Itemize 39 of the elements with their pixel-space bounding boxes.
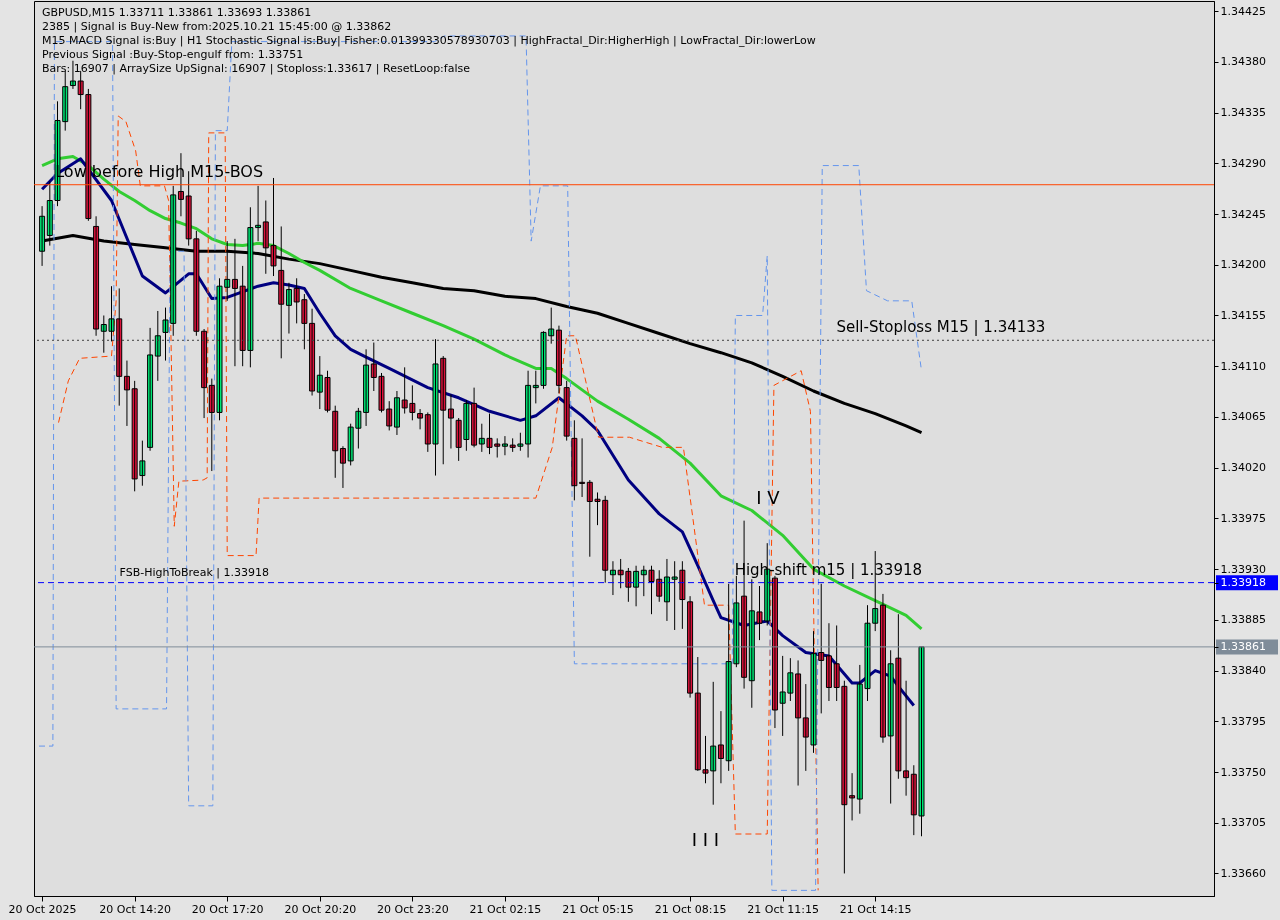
y-tick-label: 1.33750	[1220, 765, 1266, 779]
x-tick-label: 20 Oct 17:20	[191, 902, 264, 916]
x-tick-label: 21 Oct 02:15	[469, 902, 542, 916]
y-tick-label: 1.33660	[1220, 866, 1266, 880]
y-tick-label: 1.34110	[1220, 359, 1266, 373]
y-tick-label: 1.34020	[1220, 461, 1266, 475]
ref-line-label: FSB-HighToBreak | 1.33918	[119, 565, 269, 579]
y-tick-label: 1.34200	[1220, 258, 1266, 272]
y-tick-label: 1.34335	[1220, 106, 1266, 120]
ref-line-label: Sell-Stoploss M15 | 1.34133	[836, 318, 1046, 337]
y-tick-label: 1.33840	[1220, 664, 1266, 678]
x-tick-label: 20 Oct 23:20	[377, 902, 449, 916]
x-tick-label: 20 Oct 2025	[8, 902, 77, 916]
annotation: I V	[756, 487, 781, 508]
y-tick-label: 1.33861	[1220, 640, 1266, 654]
x-tick-label: 21 Oct 11:15	[747, 902, 820, 916]
x-tick-label: 21 Oct 05:15	[562, 902, 634, 916]
x-tick-label: 21 Oct 08:15	[654, 902, 727, 916]
y-tick-label: 1.33975	[1220, 511, 1266, 525]
y-tick-label: 1.34065	[1220, 410, 1266, 424]
x-tick-label: 21 Oct 14:15	[839, 902, 912, 916]
annotation: 2385 | Signal is Buy-New from:2025.10.21 15:45:00 @ 1.33862	[42, 20, 392, 33]
x-tick-label: 20 Oct 14:20	[99, 902, 172, 916]
y-tick-label: 1.33705	[1220, 816, 1266, 830]
y-tick-label: 1.34290	[1220, 156, 1266, 170]
y-tick-label: 1.34380	[1220, 55, 1266, 69]
y-tick-label: 1.34425	[1220, 4, 1266, 18]
annotation: M15 MACD Signal is:Buy | H1 Stochastic Signal is:Buy| Fisher:0.01399330578930703 | HighFractal_Dir:HigherHigh | LowFractal_Dir:lowerLow	[42, 34, 816, 47]
annotation: I I I	[691, 829, 720, 850]
chart-title: GBPUSD,M15 1.33711 1.33861 1.33693 1.33861	[42, 6, 312, 19]
x-tick-label: 20 Oct 20:20	[284, 902, 357, 916]
annotation: Previous Signal :Buy-Stop-engulf from: 1.33751	[42, 48, 304, 61]
y-tick-label: 1.33930	[1220, 562, 1266, 576]
y-tick-label: 1.33885	[1220, 613, 1266, 627]
y-tick-label: 1.34155	[1220, 308, 1266, 322]
y-tick-label: 1.34245	[1220, 207, 1266, 221]
annotation: Bars: 16907 | ArraySize UpSignal: 16907 | Stoploss:1.33617 | ResetLoop:false	[42, 62, 471, 75]
y-tick-label: 1.33918	[1220, 576, 1266, 590]
y-tick-label: 1.33795	[1220, 714, 1266, 728]
